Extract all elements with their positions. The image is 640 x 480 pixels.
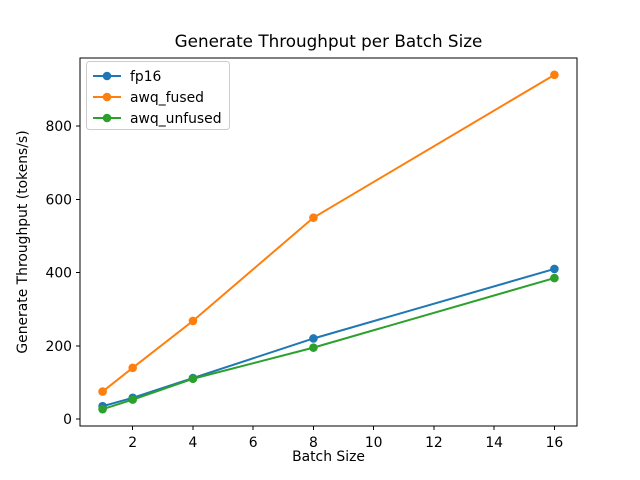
y-tick-label: 400 — [45, 266, 72, 282]
data-point-awq_fused — [98, 387, 107, 396]
legend-box — [86, 61, 230, 130]
plot-area: 2 4 6 8 10 12 14 16 0 200 400 600 800 fp16 awq_fusedaw… — [45, 57, 578, 451]
legend-marker — [102, 113, 112, 123]
legend-entry-awq_fused: awq_fused — [93, 90, 204, 106]
series-line-awq_unfused — [101, 277, 556, 411]
legend-label: awq_fused — [130, 90, 204, 106]
legend-label: fp16 — [130, 69, 161, 85]
legend-marker — [102, 92, 112, 102]
data-point-awq_unfused — [98, 404, 107, 414]
legend-label: awq_unfused — [130, 111, 222, 127]
data-point-awq_unfused — [550, 273, 559, 283]
y-tick-label: 200 — [45, 339, 72, 355]
legend-marker — [102, 71, 112, 81]
data-point-awq_unfused — [128, 395, 138, 404]
data-point-awq_fused — [188, 316, 198, 326]
x-axis-label: Batch Size — [292, 449, 365, 465]
x-tick-label: 8 — [309, 435, 318, 451]
legend-entry-awq_unfused: awq_unfused — [93, 111, 222, 127]
chart-title: Generate Throughput per Batch Size — [175, 31, 483, 51]
x-tick-label: 16 — [546, 435, 564, 451]
data-point-awq_unfused — [309, 343, 318, 352]
data-point-awq_unfused — [188, 374, 198, 384]
data-point-awq_fused — [309, 213, 318, 222]
legend-entry-fp16: fp16 — [93, 69, 161, 85]
data-point-awq_fused — [550, 70, 559, 80]
y-tick-label: 600 — [45, 192, 72, 208]
y-tick-label: 0 — [63, 412, 72, 428]
x-tick-label: 6 — [249, 435, 258, 451]
data-point-fp16 — [309, 334, 318, 343]
x-tick-label: 14 — [485, 435, 503, 451]
x-tick-label: 12 — [425, 435, 443, 451]
data-point-awq_fused — [128, 363, 138, 373]
x-tick-label: 4 — [189, 435, 198, 451]
y-tick-label: 800 — [45, 119, 72, 135]
x-tick-label: 10 — [365, 435, 383, 451]
data-point-fp16 — [550, 264, 559, 274]
legend: fp16 awq_fused awq_unfused — [86, 61, 230, 130]
x-tick-label: 2 — [128, 435, 137, 451]
y-axis-label: Generate Throughput (tokens/s) — [15, 130, 31, 353]
axes-spines — [79, 57, 578, 427]
